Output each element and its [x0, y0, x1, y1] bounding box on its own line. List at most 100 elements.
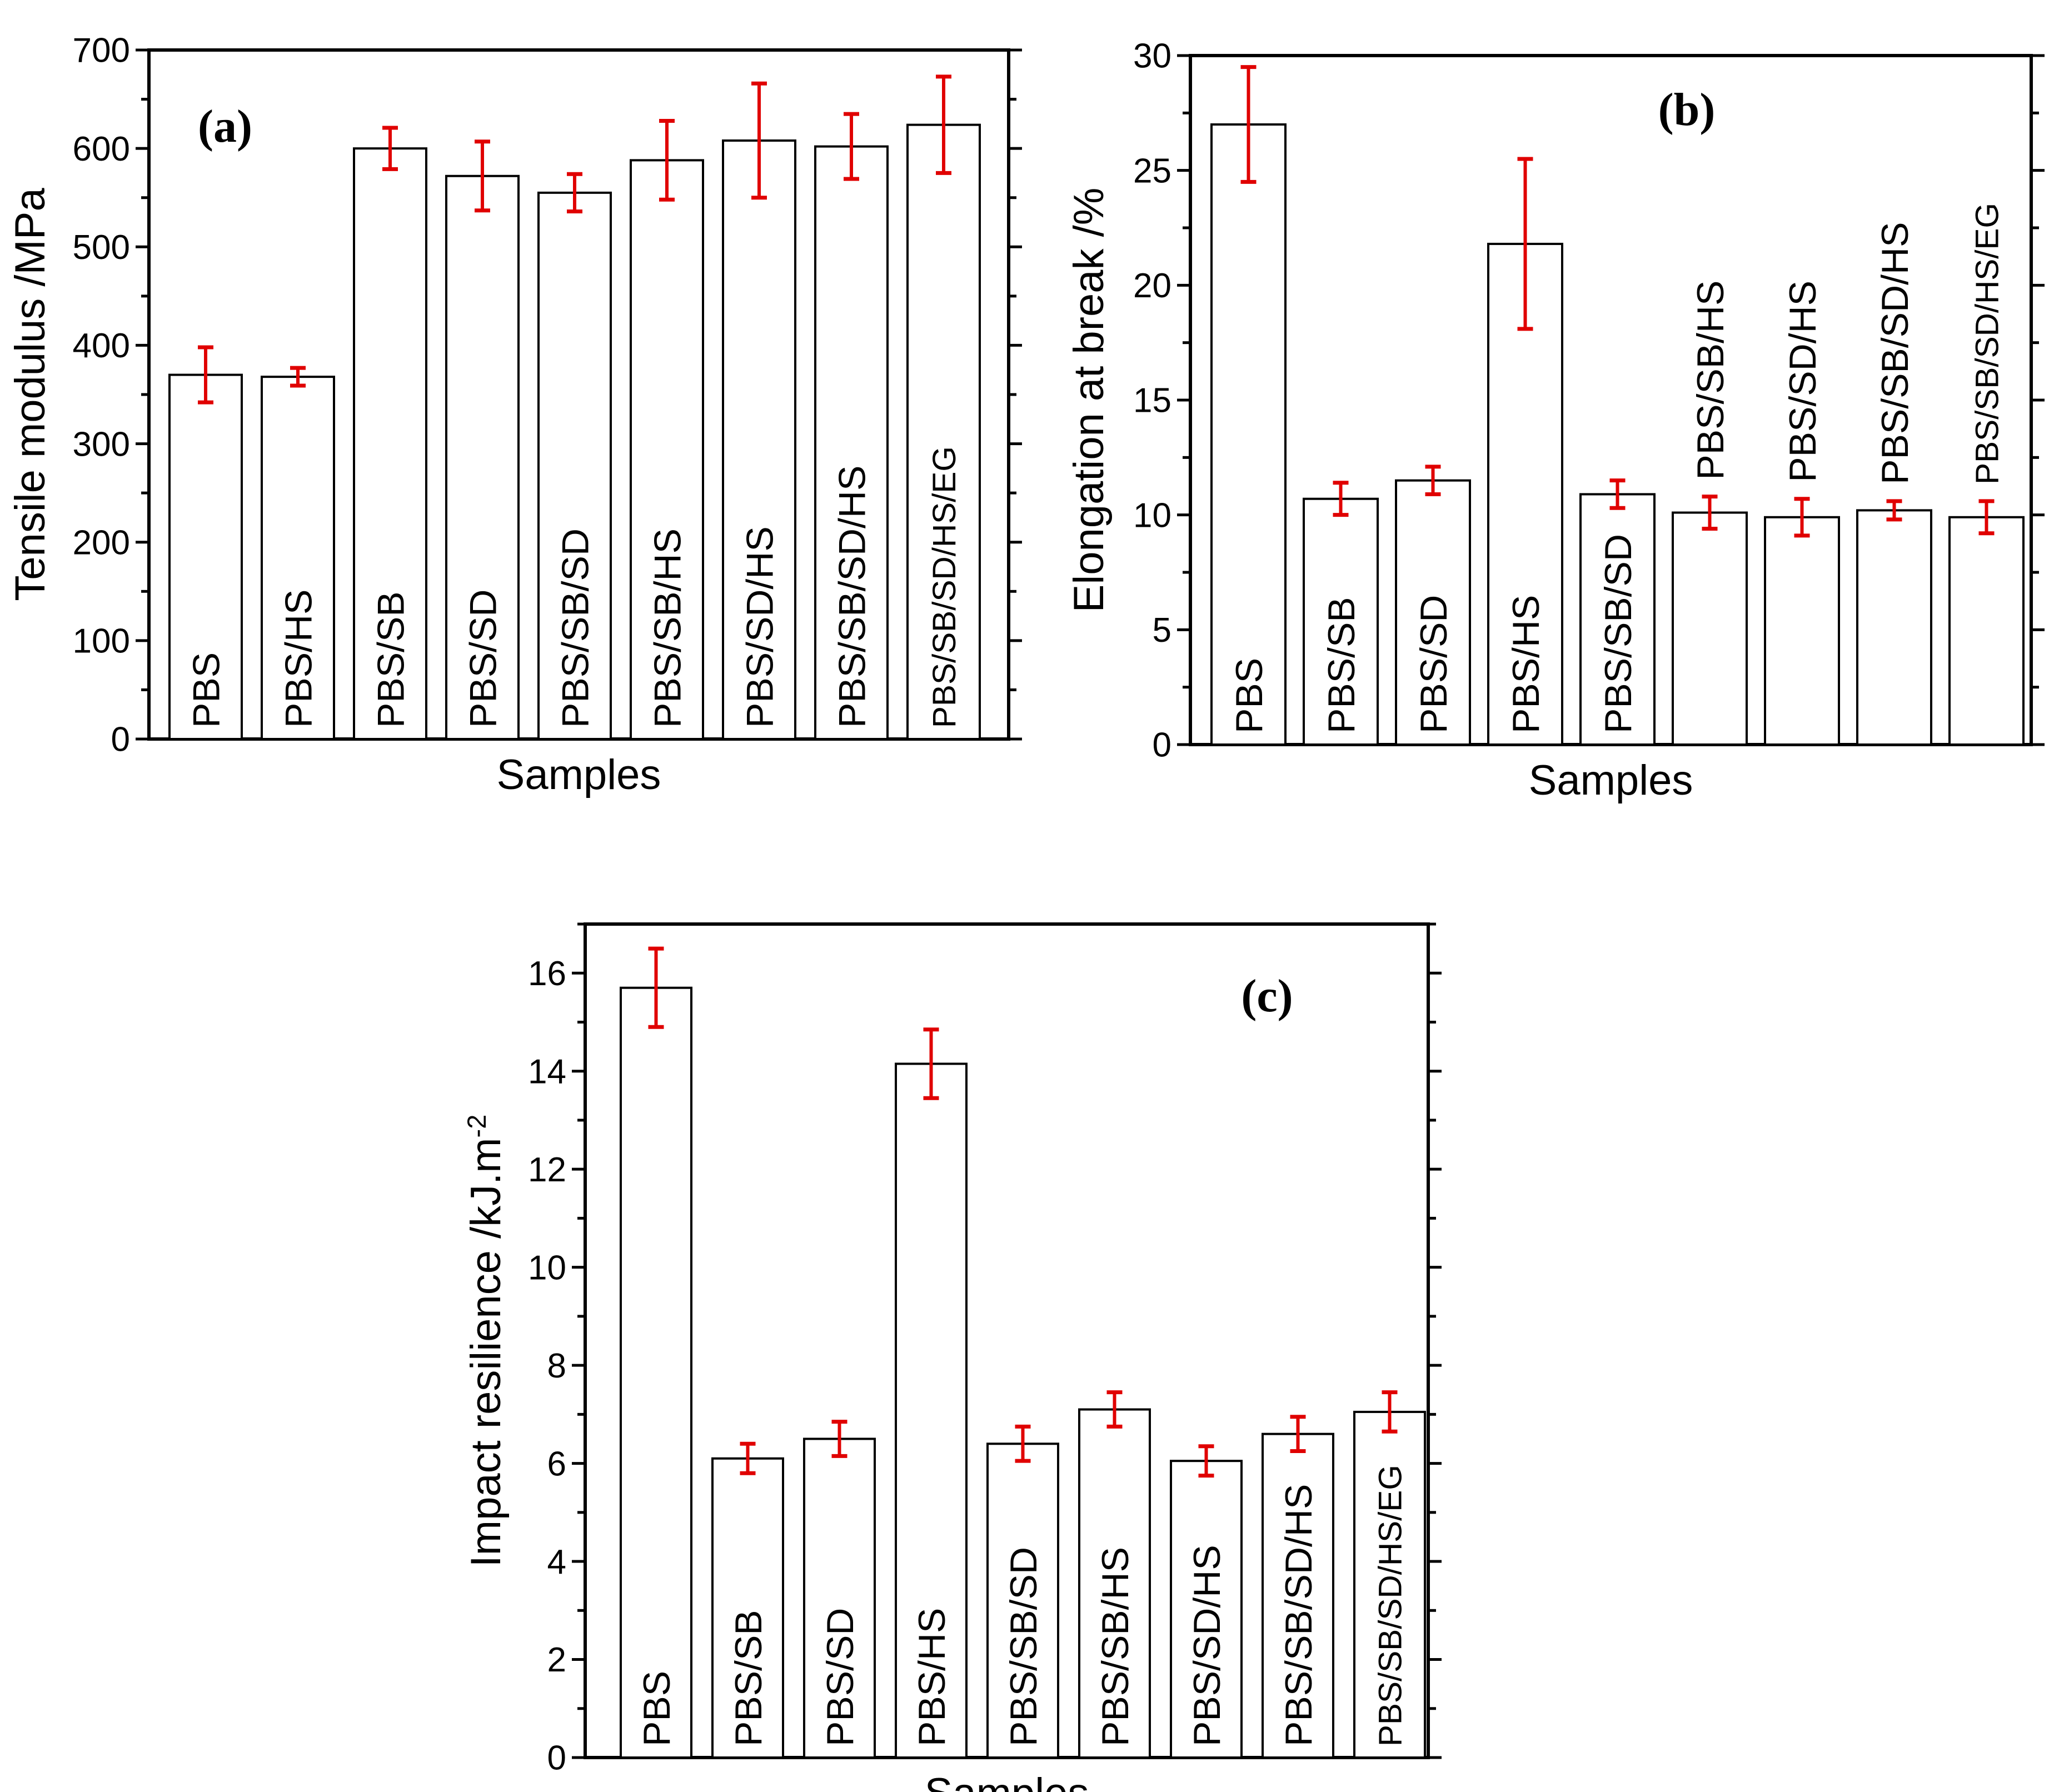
panel-label: (b)	[1658, 84, 1716, 136]
category-label-pbs-hs: PBS/HS	[277, 590, 320, 728]
y-tick-label: 16	[528, 955, 566, 993]
impact-resilience-chart: 0 2 4 6 8 10 12 14 16 Impact resilience /kJ.m-2 Sa…	[462, 922, 1442, 1792]
error-bar-pbs-sb-sd	[1609, 478, 1626, 510]
bar-pbs-hs[interactable]	[895, 1062, 968, 1759]
category-label-pbs-sb-sd-hs-eg: PBS/SB/SD/HS/EG	[926, 446, 963, 728]
y-axis-label-superscript: -2	[462, 1115, 491, 1138]
tensile-modulus-chart: 0 100 200 300 400 500 600 700 Tensile modulus /M…	[7, 32, 1022, 798]
category-label-pbs-sb: PBS/SB	[1320, 597, 1363, 733]
error-bar-pbs-sd-hs	[751, 81, 767, 200]
bar-pbs-sb-sd[interactable]	[537, 191, 612, 741]
error-bar-pbs-sb-sd-hs	[844, 112, 859, 181]
y-tick-label: 0	[111, 721, 130, 759]
error-bar-pbs	[198, 345, 213, 405]
bar-pbs-sb-hs[interactable]	[630, 159, 704, 740]
bar-pbs-sd-hs[interactable]	[1764, 516, 1840, 746]
y-tick-label: 2	[547, 1641, 566, 1679]
category-label-pbs-hs: PBS/HS	[911, 1608, 953, 1746]
y-tick-label: 15	[1133, 382, 1171, 420]
y-tick-label: 10	[528, 1249, 566, 1287]
bar-pbs[interactable]	[168, 373, 243, 740]
y-tick-label: 700	[73, 32, 130, 70]
elongation-at-break-chart: 0 5 10 15 20 25 30 Elongation at break /% Sample…	[1065, 37, 2045, 804]
error-bar-pbs	[1240, 65, 1257, 184]
category-label-pbs-sb: PBS/SB	[727, 1610, 770, 1746]
error-bar-pbs-sb-hs	[659, 119, 675, 202]
category-label-pbs-sb-sd-hs: PBS/SB/SD/HS	[1278, 1484, 1320, 1746]
bar-pbs-sd[interactable]	[1395, 479, 1471, 746]
category-label-pbs-sb-sd-hs-eg: PBS/SB/SD/HS/EG	[1373, 1465, 1409, 1746]
y-tick-label: 8	[547, 1347, 566, 1385]
category-label-pbs-sb-hs: PBS/SB/HS	[1094, 1547, 1136, 1746]
error-bar-pbs-sd-hs	[1794, 497, 1810, 538]
y-tick-label: 20	[1133, 267, 1171, 305]
error-bar-pbs-sb-hs	[1702, 495, 1718, 531]
y-tick-label: 400	[73, 327, 130, 365]
category-label-pbs-sb-hs: PBS/SB/HS	[646, 528, 689, 728]
bar-pbs-sb-sd-hs[interactable]	[814, 145, 889, 741]
y-tick-label: 100	[73, 622, 130, 661]
y-tick-label: 30	[1133, 37, 1171, 76]
y-axis-label: Tensile modulus /MPa	[7, 188, 54, 601]
bar-pbs-sd-hs[interactable]	[722, 139, 796, 740]
category-label-pbs-sb-sd-hs: PBS/SB/SD/HS	[1874, 222, 1916, 484]
bar-pbs-sb-sd-hs[interactable]	[1856, 509, 1932, 746]
y-tick-label: 0	[1153, 726, 1171, 765]
category-label-pbs: PBS	[636, 1671, 678, 1746]
y-tick-label: 300	[73, 425, 130, 463]
y-tick-label: 10	[1133, 496, 1171, 535]
x-axis-label: Samples	[925, 1770, 1089, 1792]
error-bar-pbs-sb	[1333, 481, 1349, 517]
category-label-pbs-sb-sd: PBS/SB/SD	[554, 528, 596, 728]
category-label-pbs-sb-sd-hs-eg: PBS/SB/SD/HS/EG	[1970, 203, 2006, 485]
bar-pbs-sb[interactable]	[353, 147, 427, 741]
bar-pbs-sb-hs[interactable]	[1672, 511, 1748, 746]
category-label-pbs-sb-sd: PBS/SB/SD	[1003, 1547, 1045, 1746]
x-axis-label: Samples	[497, 751, 661, 798]
bar-pbs-hs[interactable]	[261, 376, 335, 740]
error-bar-pbs-hs	[923, 1027, 939, 1100]
y-tick-label: 500	[73, 228, 130, 267]
category-label-pbs-sd: PBS/SD	[819, 1608, 861, 1746]
error-bar-pbs-sb-sd-hs	[1290, 1415, 1306, 1454]
category-label-pbs-sd-hs: PBS/SD/HS	[1186, 1545, 1228, 1746]
bar-pbs-sb-sd[interactable]	[1579, 493, 1656, 746]
category-label-pbs-sb: PBS/SB	[370, 591, 412, 728]
panel-label: (c)	[1241, 970, 1293, 1022]
y-tick-label: 25	[1133, 152, 1171, 190]
y-tick-label: 12	[528, 1151, 566, 1189]
error-bar-pbs-sb-sd	[567, 172, 582, 214]
bar-pbs-sb-sd-hs[interactable]	[1262, 1432, 1334, 1759]
error-bar-pbs-sb-sd	[1015, 1424, 1031, 1463]
bar-pbs[interactable]	[620, 986, 692, 1759]
error-bar-pbs-sb-hs	[1106, 1390, 1123, 1429]
error-bar-pbs-sd	[831, 1420, 847, 1458]
y-tick-label: 6	[547, 1445, 566, 1483]
category-label-pbs-sb-sd-hs: PBS/SB/SD/HS	[831, 466, 873, 728]
error-bar-pbs-sb-sd-hs-eg	[1978, 499, 1995, 536]
error-bar-pbs-hs	[1517, 157, 1533, 331]
panel-label: (a)	[198, 101, 252, 152]
y-tick-label: 600	[73, 130, 130, 168]
bar-pbs-sb-hs[interactable]	[1078, 1408, 1151, 1759]
bar-pbs-sb-sd[interactable]	[986, 1442, 1059, 1759]
bar-pbs-sb-sd-hs-eg[interactable]	[906, 123, 981, 741]
bar-pbs[interactable]	[1210, 123, 1287, 746]
category-label-pbs-sb-hs: PBS/SB/HS	[1689, 281, 1732, 480]
error-bar-pbs-sb	[740, 1441, 756, 1475]
bar-pbs-sb-sd-hs-eg[interactable]	[1948, 516, 2025, 746]
y-tick-label: 5	[1153, 611, 1171, 650]
category-label-pbs: PBS	[1228, 658, 1270, 733]
y-axis-label: Impact resilience /kJ.m-2	[462, 1115, 510, 1568]
error-bar-pbs-sb-sd-hs	[1886, 499, 1902, 522]
y-tick-label: 0	[547, 1739, 566, 1778]
bar-pbs-sd[interactable]	[445, 174, 520, 740]
category-label-pbs-sd-hs: PBS/SD/HS	[739, 526, 781, 728]
category-label-pbs-hs: PBS/HS	[1505, 595, 1547, 733]
error-bar-pbs-sd	[475, 139, 490, 213]
y-axis-label: Elongation at break /%	[1065, 188, 1113, 613]
y-tick-label: 200	[73, 523, 130, 562]
y-tick-label: 14	[528, 1052, 566, 1091]
category-label-pbs-sd: PBS/SD	[1413, 595, 1455, 733]
category-label-pbs-sb-sd: PBS/SB/SD	[1597, 534, 1639, 733]
